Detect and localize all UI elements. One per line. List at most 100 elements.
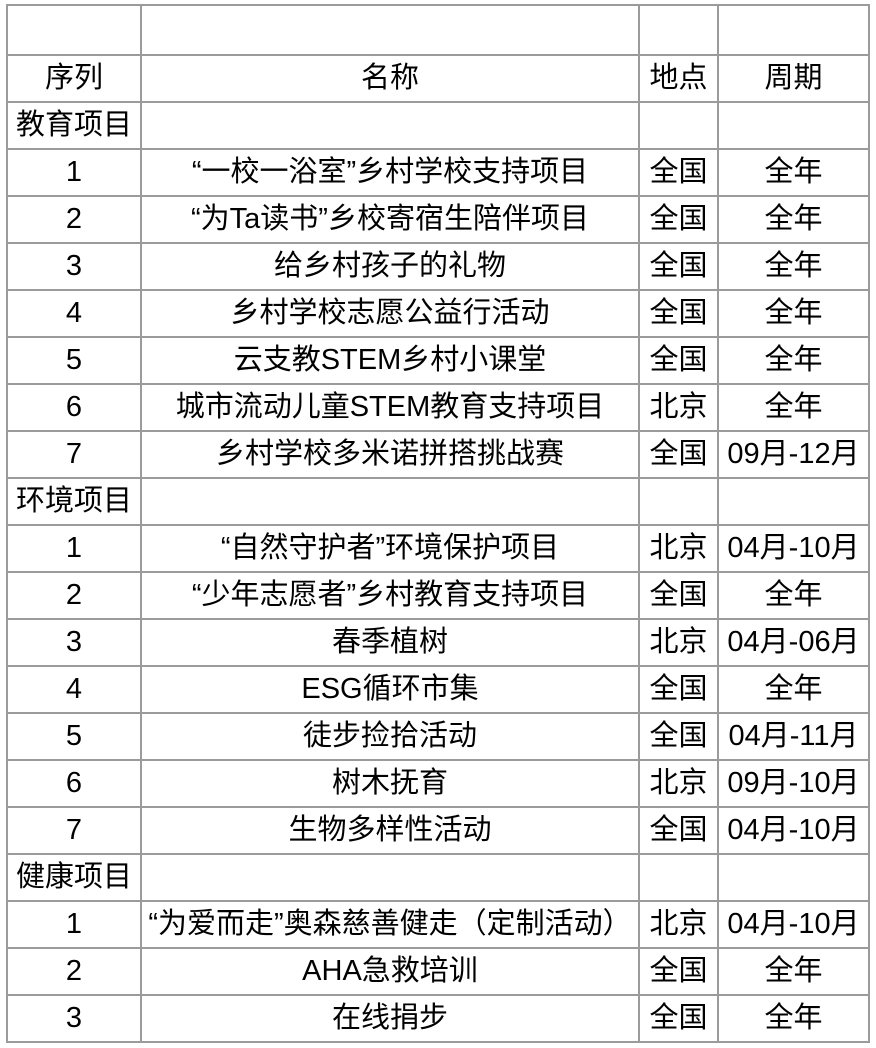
empty-cell [6, 4, 142, 56]
cell-period: 全年 [717, 665, 870, 714]
cell-name: “少年志愿者”乡村教育支持项目 [140, 571, 640, 620]
empty-cell [717, 853, 870, 902]
cell-location: 全国 [638, 712, 719, 761]
cell-seq: 6 [6, 383, 142, 432]
empty-cell [638, 101, 719, 150]
section-row: 教育项目 [6, 101, 870, 150]
cell-seq: 7 [6, 806, 142, 855]
column-header-seq: 序列 [6, 54, 142, 103]
cell-name: 春季植树 [140, 618, 640, 667]
table-row: 2 “为Ta读书”乡校寄宿生陪伴项目 全国 全年 [6, 195, 870, 244]
cell-name: 乡村学校多米诺拼搭挑战赛 [140, 430, 640, 479]
cell-period: 全年 [717, 994, 870, 1043]
cell-seq: 5 [6, 712, 142, 761]
table-row: 7 乡村学校多米诺拼搭挑战赛 全国 09月-12月 [6, 430, 870, 479]
table-row: 6 树木抚育 北京 09月-10月 [6, 759, 870, 808]
column-header-name: 名称 [140, 54, 640, 103]
cell-name: 徒步捡拾活动 [140, 712, 640, 761]
table-row: 2 “少年志愿者”乡村教育支持项目 全国 全年 [6, 571, 870, 620]
cell-name: 乡村学校志愿公益行活动 [140, 289, 640, 338]
cell-seq: 5 [6, 336, 142, 385]
projects-table: 序列 名称 地点 周期 教育项目 1 “一校一浴室”乡村学校支持项目 全国 全年 2 “为T… [6, 4, 870, 1043]
empty-cell [638, 477, 719, 526]
cell-location: 全国 [638, 242, 719, 291]
cell-seq: 2 [6, 947, 142, 996]
cell-location: 北京 [638, 383, 719, 432]
section-title: 教育项目 [6, 101, 142, 150]
cell-period: 全年 [717, 571, 870, 620]
cell-period: 全年 [717, 336, 870, 385]
cell-period: 全年 [717, 947, 870, 996]
table-row: 3 在线捐步 全国 全年 [6, 994, 870, 1043]
table-row: 3 给乡村孩子的礼物 全国 全年 [6, 242, 870, 291]
empty-cell [717, 477, 870, 526]
cell-period: 09月-10月 [717, 759, 870, 808]
cell-period: 04月-10月 [717, 900, 870, 949]
cell-location: 全国 [638, 336, 719, 385]
cell-location: 全国 [638, 994, 719, 1043]
empty-cell [140, 4, 640, 56]
cell-name: 给乡村孩子的礼物 [140, 242, 640, 291]
cell-seq: 2 [6, 571, 142, 620]
cell-seq: 1 [6, 148, 142, 197]
cell-seq: 3 [6, 242, 142, 291]
cell-location: 全国 [638, 806, 719, 855]
empty-cell [140, 477, 640, 526]
cell-seq: 3 [6, 618, 142, 667]
cell-seq: 2 [6, 195, 142, 244]
cell-period: 04月-10月 [717, 806, 870, 855]
cell-period: 04月-10月 [717, 524, 870, 573]
cell-name: “为爱而走”奥森慈善健走（定制活动） [140, 900, 640, 949]
cell-seq: 1 [6, 524, 142, 573]
cell-location: 北京 [638, 524, 719, 573]
table-row: 7 生物多样性活动 全国 04月-10月 [6, 806, 870, 855]
cell-name: 树木抚育 [140, 759, 640, 808]
table-row: 5 徒步捡拾活动 全国 04月-11月 [6, 712, 870, 761]
empty-cell [717, 4, 870, 56]
cell-seq: 1 [6, 900, 142, 949]
cell-period: 全年 [717, 242, 870, 291]
empty-top-row [6, 4, 870, 56]
cell-period: 04月-11月 [717, 712, 870, 761]
column-header-location: 地点 [638, 54, 719, 103]
section-row: 健康项目 [6, 853, 870, 902]
cell-name: “为Ta读书”乡校寄宿生陪伴项目 [140, 195, 640, 244]
table-row: 4 乡村学校志愿公益行活动 全国 全年 [6, 289, 870, 338]
cell-period: 全年 [717, 195, 870, 244]
cell-period: 09月-12月 [717, 430, 870, 479]
table-row: 1 “自然守护者”环境保护项目 北京 04月-10月 [6, 524, 870, 573]
table-row: 1 “为爱而走”奥森慈善健走（定制活动） 北京 04月-10月 [6, 900, 870, 949]
cell-location: 全国 [638, 665, 719, 714]
cell-location: 全国 [638, 148, 719, 197]
cell-seq: 6 [6, 759, 142, 808]
cell-seq: 4 [6, 289, 142, 338]
table-body: 序列 名称 地点 周期 教育项目 1 “一校一浴室”乡村学校支持项目 全国 全年 2 “为T… [6, 4, 870, 1043]
cell-name: 生物多样性活动 [140, 806, 640, 855]
table-row: 1 “一校一浴室”乡村学校支持项目 全国 全年 [6, 148, 870, 197]
section-title: 环境项目 [6, 477, 142, 526]
cell-location: 北京 [638, 900, 719, 949]
cell-location: 北京 [638, 618, 719, 667]
cell-seq: 3 [6, 994, 142, 1043]
cell-name: 城市流动儿童STEM教育支持项目 [140, 383, 640, 432]
cell-name: “自然守护者”环境保护项目 [140, 524, 640, 573]
cell-location: 全国 [638, 430, 719, 479]
cell-seq: 7 [6, 430, 142, 479]
cell-location: 全国 [638, 195, 719, 244]
empty-cell [717, 101, 870, 150]
cell-name: ESG循环市集 [140, 665, 640, 714]
table-row: 2 AHA急救培训 全国 全年 [6, 947, 870, 996]
cell-location: 北京 [638, 759, 719, 808]
empty-cell [638, 4, 719, 56]
empty-cell [140, 101, 640, 150]
cell-period: 04月-06月 [717, 618, 870, 667]
cell-seq: 4 [6, 665, 142, 714]
section-title: 健康项目 [6, 853, 142, 902]
cell-name: AHA急救培训 [140, 947, 640, 996]
table-row: 5 云支教STEM乡村小课堂 全国 全年 [6, 336, 870, 385]
cell-name: “一校一浴室”乡村学校支持项目 [140, 148, 640, 197]
empty-cell [140, 853, 640, 902]
cell-location: 全国 [638, 289, 719, 338]
section-row: 环境项目 [6, 477, 870, 526]
